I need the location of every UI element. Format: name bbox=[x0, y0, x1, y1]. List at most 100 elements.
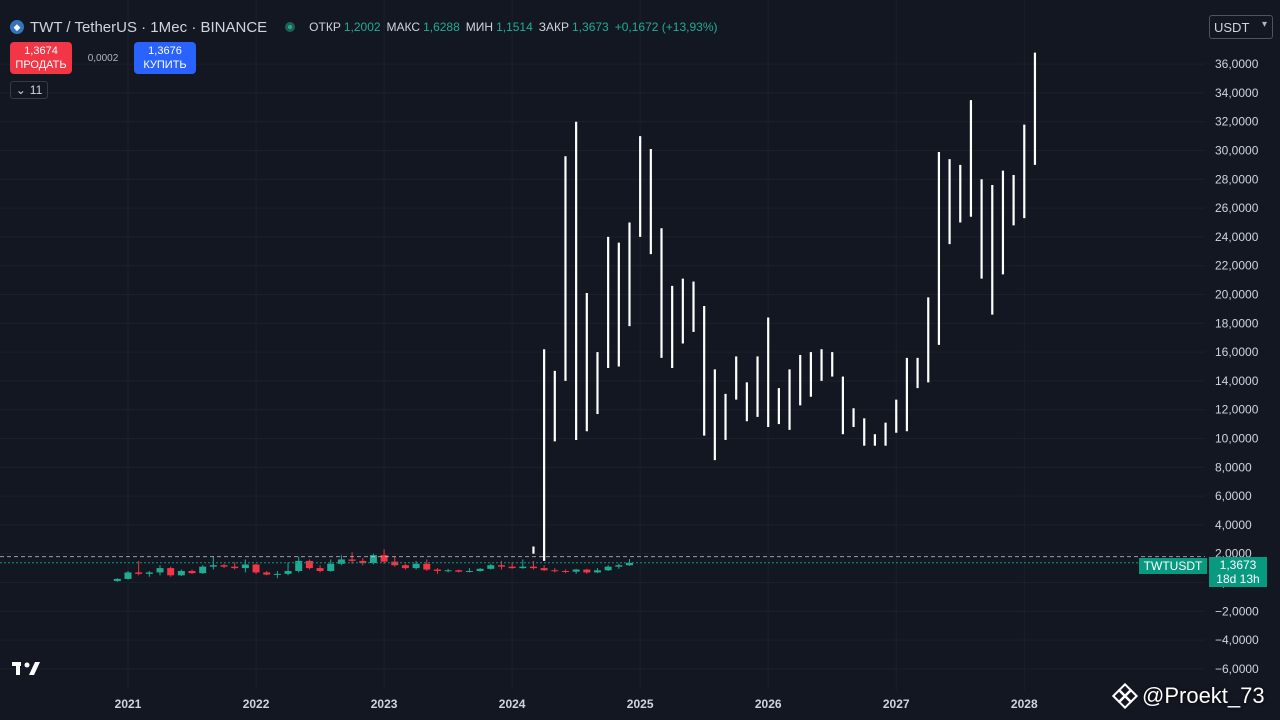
candle-body bbox=[391, 561, 399, 566]
y-tick-label: 4,0000 bbox=[1215, 518, 1252, 532]
indicators-count: 11 bbox=[29, 83, 43, 97]
candle-body bbox=[369, 555, 377, 564]
y-tick-label: 30,0000 bbox=[1215, 144, 1259, 158]
candle-body bbox=[561, 570, 569, 572]
candle-body bbox=[487, 565, 495, 569]
x-tick-label: 2022 bbox=[243, 697, 270, 711]
y-tick-label: 12,0000 bbox=[1215, 403, 1259, 417]
candle-body bbox=[145, 572, 153, 574]
close-label: ЗАКР bbox=[538, 20, 570, 34]
last-price-value: 1,3673 bbox=[1219, 558, 1257, 572]
chart-header: ◆ TWT / TetherUS · 1Мес · BINANCE ОТКР 1… bbox=[10, 17, 723, 37]
x-tick-label: 2024 bbox=[499, 697, 526, 711]
x-tick-label: 2021 bbox=[115, 697, 142, 711]
open-value: 1,2002 bbox=[343, 20, 381, 34]
candle-body bbox=[241, 564, 249, 569]
candle-body bbox=[604, 566, 612, 571]
candle-body bbox=[263, 572, 271, 575]
candle-body bbox=[625, 562, 633, 566]
open-label: ОТКР bbox=[309, 20, 341, 34]
candle-body bbox=[455, 570, 463, 572]
twt-coin-icon: ◆ bbox=[10, 20, 24, 34]
candle-body bbox=[380, 555, 388, 562]
candle-body bbox=[316, 568, 324, 571]
candle-body bbox=[540, 568, 548, 571]
y-tick-label: 18,0000 bbox=[1215, 316, 1259, 330]
y-tick-label: −6,0000 bbox=[1215, 662, 1259, 676]
candle-body bbox=[572, 569, 580, 572]
chevron-down-icon: ▾ bbox=[1261, 19, 1267, 30]
buy-label: КУПИТЬ bbox=[143, 59, 187, 71]
y-tick-label: 14,0000 bbox=[1215, 374, 1259, 388]
candle-body bbox=[337, 559, 345, 564]
candle-body bbox=[583, 569, 591, 573]
y-tick-label: 10,0000 bbox=[1215, 432, 1259, 446]
candle-body bbox=[177, 570, 185, 576]
y-tick-label: 8,0000 bbox=[1215, 460, 1252, 474]
y-tick-label: 16,0000 bbox=[1215, 345, 1259, 359]
y-tick-label: 24,0000 bbox=[1215, 230, 1259, 244]
candle-body bbox=[593, 570, 601, 573]
high-value: 1,6288 bbox=[423, 20, 460, 34]
candle-body bbox=[156, 568, 164, 573]
watermark: @Proekt_73 bbox=[1112, 683, 1265, 709]
candle-body bbox=[412, 563, 420, 569]
market-status-icon[interactable] bbox=[285, 22, 296, 32]
candle-body bbox=[433, 569, 441, 571]
high-label: МАКС bbox=[386, 20, 421, 34]
sell-button[interactable]: 1,3674 ПРОДАТЬ bbox=[10, 42, 72, 74]
candle-body bbox=[359, 560, 367, 564]
candle-body bbox=[497, 565, 505, 567]
sell-price: 1,3674 bbox=[24, 45, 58, 57]
x-tick-label: 2028 bbox=[1011, 697, 1038, 711]
candle-body bbox=[551, 570, 559, 572]
candle-body bbox=[220, 565, 228, 567]
change-value: +0,1672 (+13,93%) bbox=[614, 20, 718, 34]
indicators-toggle-button[interactable]: ⌄ 11 bbox=[10, 81, 48, 99]
watermark-text: @Proekt_73 bbox=[1142, 683, 1265, 708]
bar-countdown: 18d 13h bbox=[1216, 572, 1260, 586]
candle-body bbox=[252, 564, 260, 573]
candle-body bbox=[231, 566, 239, 569]
symbol-price-tag: TWTUSDT bbox=[1139, 558, 1207, 574]
candle-body bbox=[423, 563, 431, 570]
candle-body bbox=[209, 565, 217, 567]
x-tick-label: 2026 bbox=[755, 697, 782, 711]
candle-body bbox=[113, 578, 121, 582]
y-tick-label: 28,0000 bbox=[1215, 172, 1259, 186]
y-tick-label: 32,0000 bbox=[1215, 115, 1259, 129]
candle-body bbox=[135, 572, 143, 574]
candle-body bbox=[529, 566, 537, 569]
trade-panel: 1,3674 ПРОДАТЬ 0,0002 1,3676 КУПИТЬ bbox=[10, 42, 196, 74]
x-tick-label: 2027 bbox=[883, 697, 910, 711]
spread-value: 0,0002 bbox=[87, 52, 119, 64]
symbol-title[interactable]: TWT / TetherUS · 1Мес · BINANCE bbox=[30, 18, 268, 36]
candle-body bbox=[124, 572, 132, 579]
y-tick-label: −2,0000 bbox=[1215, 604, 1259, 618]
y-tick-label: 20,0000 bbox=[1215, 288, 1259, 302]
candle-body bbox=[167, 568, 175, 576]
y-tick-label: 6,0000 bbox=[1215, 489, 1252, 503]
binance-logo-icon bbox=[1112, 683, 1138, 709]
close-value: 1,3673 bbox=[572, 20, 609, 34]
tradingview-logo-icon[interactable] bbox=[12, 660, 42, 678]
currency-value: USDT bbox=[1214, 19, 1250, 35]
candle-body bbox=[284, 570, 292, 574]
buy-button[interactable]: 1,3676 КУПИТЬ bbox=[134, 42, 196, 74]
currency-select[interactable]: USDT ▾ bbox=[1209, 15, 1273, 39]
y-tick-label: 36,0000 bbox=[1215, 57, 1259, 71]
candle-body bbox=[508, 566, 516, 569]
low-value: 1,1514 bbox=[496, 20, 533, 34]
candle-body bbox=[348, 559, 356, 561]
candle-body bbox=[188, 570, 196, 574]
candle-body bbox=[273, 573, 281, 575]
chevron-down-icon: ⌄ bbox=[15, 83, 26, 97]
buy-price: 1,3676 bbox=[148, 45, 182, 57]
x-tick-label: 2023 bbox=[371, 697, 398, 711]
y-tick-label: 22,0000 bbox=[1215, 259, 1259, 273]
y-tick-label: 26,0000 bbox=[1215, 201, 1259, 215]
candle-body bbox=[615, 565, 623, 567]
candle-body bbox=[327, 563, 335, 571]
candle-body bbox=[401, 565, 409, 569]
